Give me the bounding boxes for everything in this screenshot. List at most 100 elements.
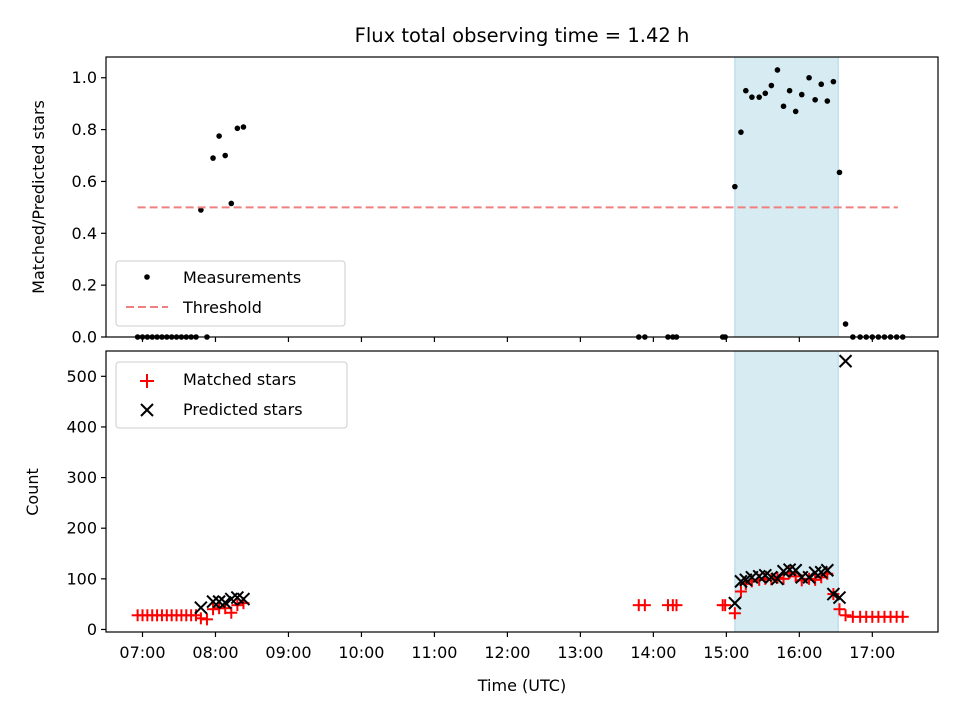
legend-predicted-marker [140,403,154,417]
matched-star-point [734,585,747,598]
top-legend: Measurements Threshold [115,260,346,327]
measurement-point [756,94,762,100]
x-tick-label: 12:00 [484,643,530,662]
bottom-plot-frame [105,350,939,633]
bottom-y-axis: 0 100 200 300 400 500 [66,367,106,639]
x-tick-label: 13:00 [557,643,603,662]
matched-star-point [670,599,683,612]
matched-star-point [194,612,207,625]
top-y-tick-label: 0.8 [72,120,97,139]
matched-star-point [207,603,220,616]
legend-matched-label: Matched stars [183,370,296,389]
measurement-point [749,94,755,100]
top-y-tick-label: 0.4 [72,224,97,243]
matched-star-point [728,607,741,620]
legend-predicted-label: Predicted stars [183,400,303,419]
bottom-x-axis: 07:00 08:00 09:00 10:00 11:00 12:00 13:00 14:00… [119,632,895,662]
measurement-point [774,67,781,73]
x-tick-label: 14:00 [630,643,676,662]
matched-star-point [803,572,816,585]
measurement-point [743,87,749,94]
measurement-point [818,81,825,88]
predicted-star-point [194,600,208,615]
measurement-point [240,124,247,130]
legend-threshold-label: Threshold [182,298,262,317]
predicted-star-point [832,590,847,605]
observing-span-bottom [734,350,839,633]
predicted-star-point [838,354,853,368]
bottom-panel: 0 100 200 300 400 500 07:00 08:00 09:00 10:00 11:… [23,350,939,695]
top-plot-frame [105,56,939,338]
measurement-point [836,169,843,176]
bottom-y-tick-label: 500 [66,367,97,386]
top-x-ticks [141,337,873,342]
chart-title: Flux total observing time = 1.42 h [355,24,690,47]
matched-star-point [638,599,651,612]
measurement-point [732,183,738,190]
x-tick-label: 15:00 [703,643,749,662]
x-tick-label: 07:00 [119,643,165,662]
bottom-y-tick-label: 400 [66,417,97,436]
measurement-point [198,207,204,213]
matched-star-point [719,599,732,612]
measurement-point [234,125,241,132]
x-tick-label: 09:00 [265,643,311,662]
measurement-point [786,87,793,94]
measurement-point [806,74,812,81]
measurement-point [210,155,216,161]
predicted-star-point [728,596,742,610]
measurement-point [216,133,222,139]
matched-star-point [225,606,238,619]
bottom-y-axis-label: Count [23,468,42,516]
top-legend-box [115,260,346,327]
x-tick-label: 10:00 [338,643,384,662]
x-tick-label: 16:00 [776,643,822,662]
measurement-point [792,108,799,115]
x-tick-label: 08:00 [192,643,238,662]
matched-star-point [231,599,244,612]
bottom-y-tick-label: 300 [66,468,97,487]
bottom-marks [131,354,909,626]
predicted-star-point [770,572,785,586]
measurement-point [830,78,837,85]
x-tick-label: 11:00 [411,643,457,662]
bottom-y-tick-label: 100 [66,569,97,588]
top-y-axis-label: Matched/Predicted stars [29,100,48,294]
top-y-tick-label: 0.2 [72,276,97,295]
measurement-point [780,103,787,110]
bottom-y-tick-label: 0 [87,620,97,639]
measurement-point [768,82,775,89]
top-y-tick-label: 0.0 [72,328,97,347]
bottom-legend-box [115,361,348,429]
predicted-star-point [802,570,816,585]
legend-measurements-marker [144,274,150,280]
predicted-star-point [218,595,232,610]
legend-measurements-label: Measurements [183,268,301,287]
matched-star-point [833,603,846,616]
x-tick-label: 17:00 [849,643,895,662]
bottom-legend: Matched stars Predicted stars [115,361,348,429]
measurement-point [228,200,235,207]
predicted-star-point [236,592,251,606]
predicted-star-point [820,563,835,577]
measurement-point [824,98,831,104]
top-y-tick-label: 0.6 [72,172,97,191]
top-y-tick-label: 1.0 [72,68,97,87]
x-axis-label: Time (UTC) [477,676,566,695]
legend-matched-marker [140,374,154,388]
measurement-point [762,90,769,97]
matched-star-point [839,609,852,622]
measurement-point [798,91,805,98]
predicted-star-point [734,574,748,589]
predicted-star-point [206,594,220,609]
measurement-point [222,152,229,159]
measurement-point [738,129,744,135]
matched-star-point [765,573,778,586]
observing-span-top [734,56,839,338]
matched-star-point [200,613,213,626]
measurement-point [812,96,818,103]
top-panel: 0.0 0.2 0.4 0.6 0.8 1.0 Matched/Predicted sta… [29,56,939,347]
top-y-axis: 0.0 0.2 0.4 0.6 0.8 1.0 [72,68,106,347]
bottom-y-tick-label: 200 [66,519,97,538]
